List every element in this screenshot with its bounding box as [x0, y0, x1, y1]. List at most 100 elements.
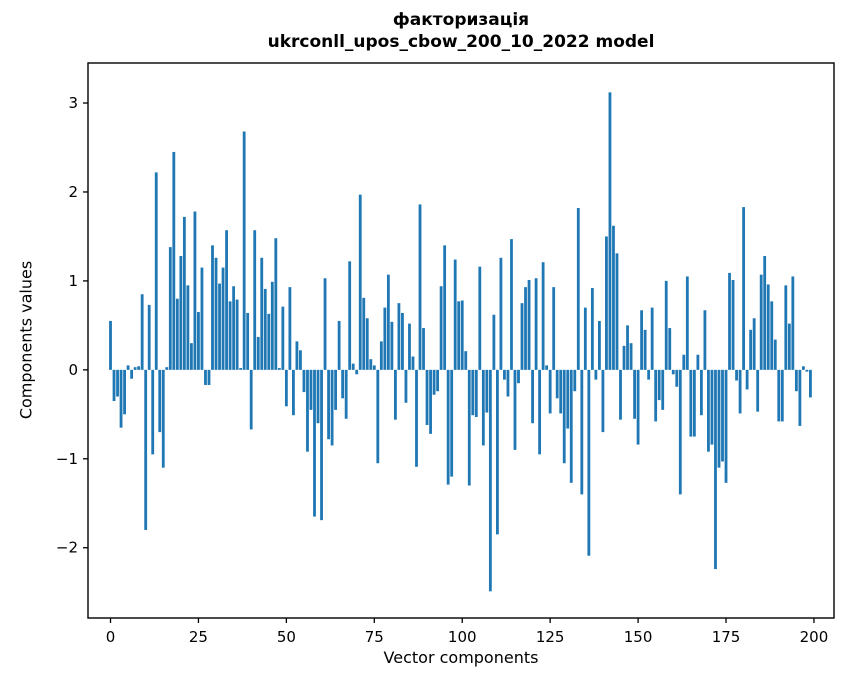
bar	[643, 329, 647, 370]
bar	[232, 286, 236, 370]
bar	[717, 369, 721, 468]
bar	[756, 369, 760, 412]
bar	[429, 369, 432, 434]
bar	[668, 328, 672, 370]
bar	[408, 323, 411, 370]
chart-title: факторизація	[392, 10, 530, 30]
bar	[527, 280, 531, 370]
bar	[633, 369, 636, 419]
bar	[109, 320, 112, 370]
bar	[369, 359, 373, 370]
bar	[450, 369, 454, 477]
bar	[699, 369, 703, 416]
bar	[791, 276, 795, 370]
bar	[583, 307, 587, 370]
bar	[249, 369, 253, 430]
bar	[478, 266, 482, 370]
bar	[566, 369, 570, 429]
x-tick-label: 0	[106, 628, 116, 646]
bar	[763, 256, 767, 370]
bar	[780, 369, 784, 422]
bar	[481, 369, 485, 446]
bar	[742, 207, 746, 370]
bar	[362, 297, 366, 370]
bar	[671, 369, 675, 375]
bar	[745, 369, 749, 390]
bar	[172, 151, 176, 370]
bar	[548, 369, 552, 414]
bar	[190, 343, 193, 370]
bar	[337, 320, 341, 370]
bar	[235, 299, 239, 370]
bar	[253, 230, 257, 370]
bar	[256, 336, 260, 370]
x-tick-label: 25	[189, 628, 208, 646]
bar	[288, 287, 292, 370]
bar	[629, 343, 633, 370]
bar	[801, 366, 805, 370]
bar	[692, 369, 696, 437]
bar	[379, 341, 383, 370]
bar	[598, 320, 601, 370]
bar	[397, 303, 401, 370]
bar	[411, 356, 415, 370]
bar	[320, 369, 323, 521]
bar	[158, 369, 162, 433]
bar	[147, 304, 151, 370]
bar	[270, 281, 274, 370]
bar	[506, 369, 510, 397]
bar	[133, 367, 137, 370]
bar	[281, 306, 285, 370]
bar	[151, 369, 155, 455]
bar	[179, 256, 183, 370]
bar	[327, 369, 330, 440]
bar	[738, 369, 742, 414]
bar	[348, 261, 352, 370]
bar	[214, 257, 218, 370]
x-tick-label: 100	[448, 628, 477, 646]
bar	[809, 369, 812, 398]
bar	[302, 369, 306, 393]
bar	[499, 257, 503, 370]
bar	[749, 329, 753, 370]
chart-subtitle: ukrconll_upos_cbow_200_10_2022 model	[267, 32, 655, 52]
bar	[601, 369, 605, 433]
bar	[358, 194, 362, 370]
bar	[140, 294, 144, 370]
bar	[784, 285, 788, 370]
bar	[323, 278, 327, 370]
bar	[112, 369, 116, 401]
bar	[794, 369, 798, 392]
bar	[650, 307, 654, 370]
bar	[404, 369, 408, 403]
bar	[513, 369, 517, 450]
bar	[204, 369, 207, 385]
bar	[168, 247, 172, 370]
bar	[383, 307, 387, 370]
bar	[552, 287, 556, 370]
bar	[341, 369, 345, 399]
bar	[531, 369, 534, 424]
x-tick-label: 200	[800, 628, 829, 646]
bar	[488, 369, 492, 592]
bar	[471, 369, 475, 416]
bar	[590, 288, 594, 370]
bar	[119, 369, 123, 428]
bar	[390, 321, 394, 370]
bar	[334, 369, 338, 410]
bar	[182, 216, 186, 370]
bar	[622, 345, 626, 370]
bar	[284, 369, 288, 407]
bar	[696, 354, 700, 370]
bar	[538, 369, 542, 455]
bar	[580, 369, 584, 495]
bar	[161, 369, 165, 468]
bar	[186, 285, 190, 370]
bar	[714, 369, 717, 570]
bar	[485, 369, 489, 413]
bar	[735, 369, 738, 381]
axes-spines	[87, 62, 835, 619]
bar	[165, 367, 169, 370]
